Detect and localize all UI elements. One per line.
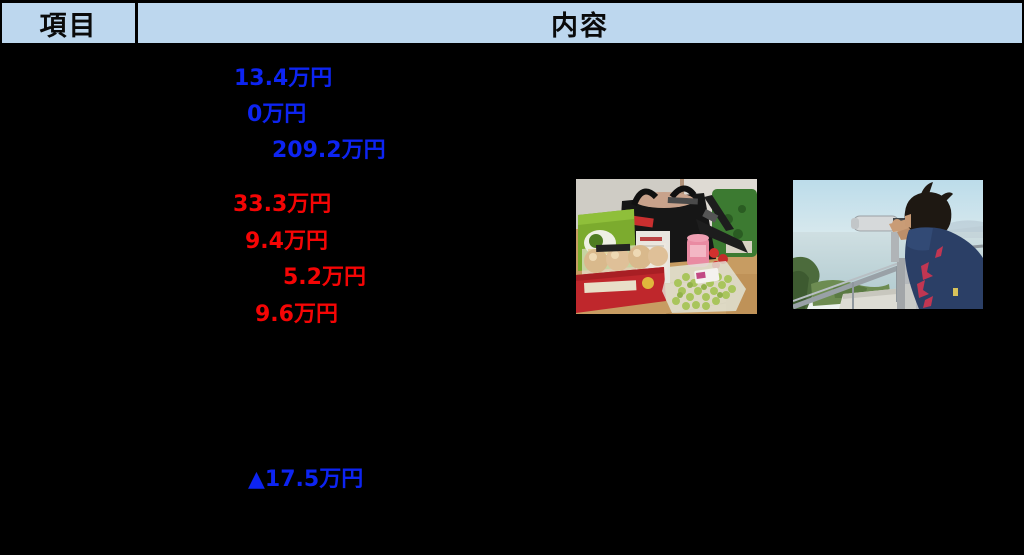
value-expense-2: 9.4万円 bbox=[245, 229, 328, 254]
table-header-row: 項目 内容 bbox=[0, 0, 1024, 46]
header-content-label: 内容 bbox=[551, 10, 609, 42]
header-column-divider bbox=[135, 3, 138, 43]
value-balance: ▲17.5万円 bbox=[248, 467, 364, 492]
value-expense-4: 9.6万円 bbox=[255, 302, 338, 327]
header-item-label: 項目 bbox=[39, 10, 98, 42]
observation-deck-photo bbox=[793, 180, 983, 309]
value-expense-3: 5.2万円 bbox=[283, 265, 366, 290]
value-income-1: 13.4万円 bbox=[234, 66, 333, 91]
header-cell-item: 項目 bbox=[2, 3, 135, 43]
header-cell-content: 内容 bbox=[138, 3, 1022, 43]
value-income-3: 209.2万円 bbox=[272, 138, 386, 163]
value-expense-1: 33.3万円 bbox=[233, 192, 332, 217]
groceries-photo bbox=[576, 179, 757, 314]
value-income-2: 0万円 bbox=[247, 102, 307, 127]
